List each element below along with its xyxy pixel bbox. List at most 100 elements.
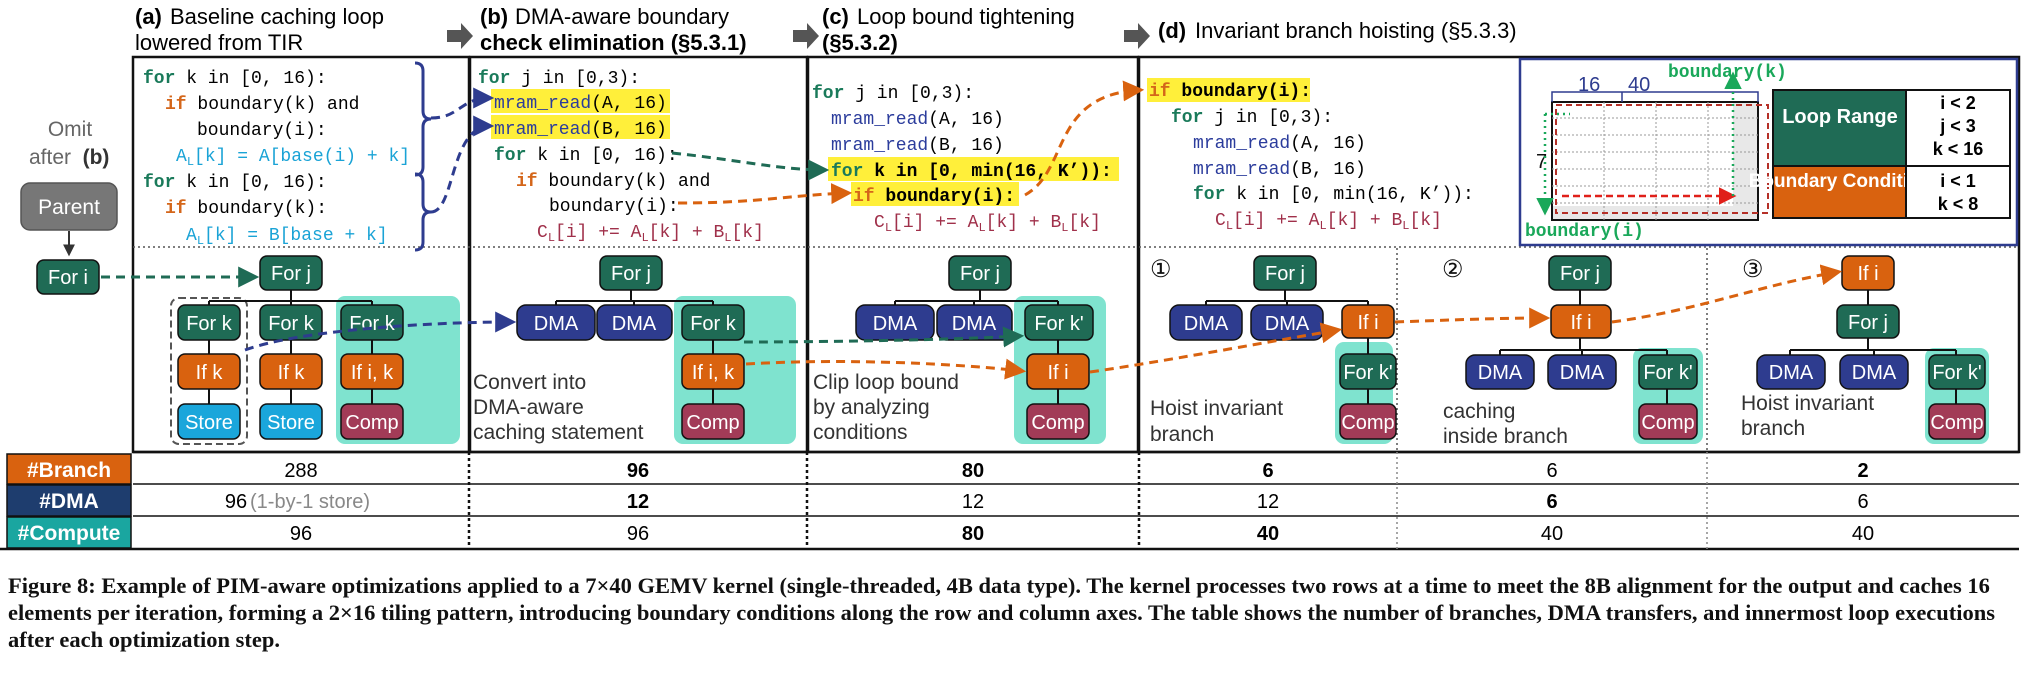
svg-text:For j: For j — [271, 263, 311, 285]
svg-text:For j: For j — [611, 263, 651, 285]
panel-c-label: (c) — [822, 4, 849, 29]
svg-text:40: 40 — [1628, 74, 1650, 96]
svg-text:For j: For j — [1848, 312, 1888, 334]
svg-text:6: 6 — [1857, 491, 1868, 513]
arrow-right-icon — [447, 23, 473, 49]
svg-text:mram_read(A, 16): mram_read(A, 16) — [1193, 134, 1366, 154]
highlight-boundary-i — [851, 182, 1019, 206]
code-tree-dividers — [133, 246, 2019, 452]
panel-a-title: (a) Baseline caching loop lowered from T… — [135, 4, 384, 55]
loop-range-cell — [1772, 89, 1907, 167]
omit-label: Omit — [48, 118, 92, 141]
svg-text:Convert into: Convert into — [473, 371, 586, 394]
svg-text:If i: If i — [1357, 312, 1378, 334]
tree-edges — [208, 290, 1957, 404]
svg-text:For k': For k' — [1932, 362, 1981, 384]
svg-text:for j in [0,3):: for j in [0,3): — [1171, 108, 1333, 128]
svg-text:For j: For j — [1265, 263, 1305, 285]
svg-text:96: 96 — [627, 523, 649, 545]
arrow-right-icon — [793, 23, 819, 49]
loop-range-label: Loop Range — [1782, 106, 1898, 128]
inset-boundary-i: boundary(i) — [1525, 222, 1644, 242]
tree-d2: ② For j If i DMA DMA For k' Comp caching… — [1442, 255, 1698, 448]
panel-b-title-line2: check elimination (§5.3.1) — [480, 30, 747, 55]
svg-text:2: 2 — [1857, 460, 1868, 482]
svg-text:16: 16 — [1578, 74, 1600, 96]
panel-a-title-line2: lowered from TIR — [135, 30, 303, 55]
svg-text:DMA: DMA — [1769, 362, 1814, 384]
svg-text:For j: For j — [1560, 263, 1600, 285]
svg-text:branch: branch — [1741, 417, 1805, 440]
svg-text:80: 80 — [962, 523, 984, 545]
svg-text:96: 96 — [225, 491, 247, 513]
row-label-branch: #Branch — [27, 459, 111, 482]
omit-after-b-label: (b) — [83, 146, 110, 169]
svg-text:branch: branch — [1150, 423, 1214, 446]
svg-text:96: 96 — [290, 523, 312, 545]
panel-c-title: (c) Loop bound tightening (§5.3.2) — [822, 4, 1075, 55]
svg-text:For j: For j — [960, 263, 1000, 285]
svg-text:If k: If k — [196, 362, 224, 384]
svg-text:For k: For k — [349, 313, 396, 335]
svg-text:If i: If i — [1047, 362, 1068, 384]
highlight-hoisted-if — [1147, 78, 1310, 102]
panel-c-title-line1: Loop bound tightening — [857, 4, 1075, 29]
row-label-dma: #DMA — [39, 490, 99, 513]
svg-text:Clip loop bound: Clip loop bound — [813, 371, 959, 394]
svg-text:if boundary(i):: if boundary(i): — [853, 187, 1015, 207]
svg-text:For k': For k' — [1034, 313, 1083, 335]
panel-d-label: (d) — [1158, 18, 1186, 43]
svg-text:boundary(i):: boundary(i): — [549, 197, 679, 217]
svg-text:k < 8: k < 8 — [1938, 194, 1979, 214]
svg-text:Comp: Comp — [1341, 412, 1394, 434]
svg-text:DMA: DMA — [1184, 313, 1229, 335]
svg-text:mram_read(A, 16): mram_read(A, 16) — [494, 94, 667, 114]
row-label-compute: #Compute — [18, 522, 121, 545]
svg-text:mram_read(B, 16): mram_read(B, 16) — [1193, 160, 1366, 180]
svg-text:6: 6 — [1262, 460, 1273, 482]
boundary-condition-label: Boundary Condition — [1749, 171, 1932, 192]
svg-text:for k in [0, min(16, K’)):: for k in [0, min(16, K’)): — [1193, 185, 1474, 205]
highlight-mram-a — [491, 89, 670, 113]
svg-text:①: ① — [1150, 256, 1172, 283]
svg-text:boundary(i):: boundary(i): — [197, 121, 327, 141]
svg-text:if boundary(i):: if boundary(i): — [1149, 82, 1311, 102]
omit-after-label: after — [29, 146, 71, 169]
parent-label: Parent — [38, 196, 100, 219]
svg-text:For k': For k' — [1643, 362, 1692, 384]
svg-text:CL[i] += AL[k] + BL[k]: CL[i] += AL[k] + BL[k] — [1215, 211, 1442, 233]
svg-text:12: 12 — [962, 491, 984, 513]
highlight-loop-bound — [828, 157, 1119, 181]
svg-text:if boundary(k) and: if boundary(k) and — [516, 172, 710, 192]
dma-note: (1-by-1 store) — [250, 491, 370, 513]
panel-a-label: (a) — [135, 4, 162, 29]
svg-text:Store: Store — [267, 412, 315, 434]
tree-d1: ① For j DMA DMA If i For k' Comp Hoist i… — [1150, 255, 1397, 446]
svg-text:40: 40 — [1541, 523, 1563, 545]
side-legend: Omit after (b) Parent For i — [20, 118, 118, 295]
panel-d-code: if boundary(i): for j in [0,3): mram_rea… — [1149, 82, 1474, 233]
svg-text:For k': For k' — [1343, 362, 1392, 384]
arrow-right-icon — [1124, 23, 1150, 49]
svg-text:mram_read(B, 16): mram_read(B, 16) — [494, 120, 667, 140]
svg-text:if boundary(k) and: if boundary(k) and — [165, 95, 359, 115]
svg-text:288: 288 — [284, 460, 317, 482]
panel-b-code: for j in [0,3): mram_read(A, 16) mram_re… — [478, 69, 764, 245]
svg-text:If k: If k — [278, 362, 306, 384]
panel-b-label: (b) — [480, 4, 508, 29]
panel-b-title-line1: DMA-aware boundary — [515, 4, 729, 29]
inset-tile-region — [1553, 103, 1733, 206]
metrics-table: #Branch #DMA #Compute 288 96 80 6 6 2 96… — [0, 450, 2019, 551]
parent-node — [20, 182, 118, 231]
boundary-condition-cell — [1772, 165, 1907, 219]
svg-text:CL[i] += AL[k] + BL[k]: CL[i] += AL[k] + BL[k] — [874, 213, 1101, 235]
svg-text:DMA: DMA — [1265, 313, 1310, 335]
svg-text:12: 12 — [627, 491, 649, 513]
svg-text:mram_read(A, 16): mram_read(A, 16) — [831, 110, 1004, 130]
panel-d-title-line1: Invariant branch hoisting (§5.3.3) — [1195, 18, 1517, 43]
svg-text:i < 2: i < 2 — [1940, 93, 1976, 113]
svg-text:for j in [0,3):: for j in [0,3): — [812, 84, 974, 104]
svg-text:for k in [0, min(16, K’)):: for k in [0, min(16, K’)): — [831, 162, 1112, 182]
svg-text:caching: caching — [1443, 400, 1515, 423]
panel-c-title-line2: (§5.3.2) — [822, 30, 898, 55]
